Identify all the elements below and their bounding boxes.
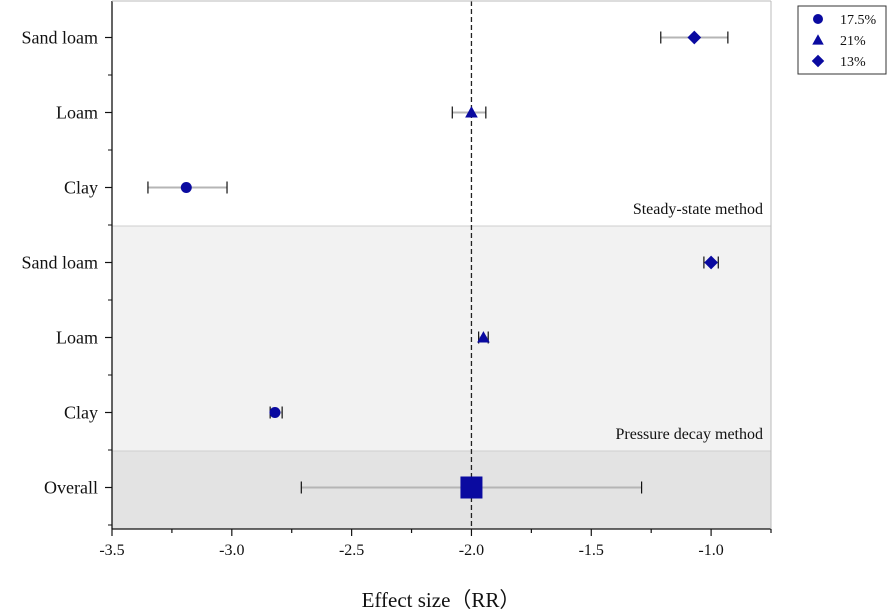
x-tick-label: -3.0 bbox=[219, 542, 244, 559]
x-tick-label: -2.5 bbox=[339, 542, 364, 559]
row-labels: Sand loam Loam Clay Sand loam Loam Clay Overal… bbox=[22, 28, 99, 498]
x-axis-title: Effect size（RR） bbox=[362, 588, 521, 612]
legend-label: 17.5% bbox=[840, 13, 877, 28]
group-label-0: Steady-state method bbox=[633, 201, 763, 218]
group-label-1: Pressure decay method bbox=[615, 426, 763, 443]
marker-triangle-4 bbox=[477, 331, 490, 343]
legend-marker-diamond bbox=[811, 54, 825, 68]
row-label: Clay bbox=[64, 178, 98, 198]
row-label: Loam bbox=[56, 328, 98, 348]
marker-diamond-0 bbox=[687, 30, 702, 45]
group-panel-2 bbox=[112, 451, 771, 529]
legend: 17.5% 21% 13% bbox=[797, 5, 887, 75]
marker-circle-5 bbox=[269, 407, 281, 418]
row-label: Overall bbox=[44, 478, 98, 498]
marker-triangle-1 bbox=[465, 106, 478, 118]
x-tick-label: -1.5 bbox=[579, 542, 604, 559]
row-label: Clay bbox=[64, 403, 98, 423]
legend-box bbox=[797, 5, 887, 75]
x-tick-label: -2.0 bbox=[459, 542, 484, 559]
marker-square-6 bbox=[460, 476, 483, 499]
group-panel-1 bbox=[112, 226, 771, 451]
marker-diamond-3 bbox=[704, 255, 718, 270]
marker-circle-2 bbox=[180, 182, 192, 193]
group-labels: Steady-state method Pressure decay method bbox=[615, 201, 763, 443]
x-tick-labels: -3.5 -3.0 -2.5 -2.0 -1.5 -1.0 bbox=[99, 542, 723, 559]
legend-label: 13% bbox=[840, 55, 866, 70]
row-label: Sand loam bbox=[22, 253, 99, 273]
row-label: Loam bbox=[56, 103, 98, 123]
legend-label: 21% bbox=[840, 34, 866, 49]
group-panel-0 bbox=[112, 1, 771, 226]
legend-marker-triangle bbox=[812, 34, 824, 45]
axes bbox=[105, 0, 772, 536]
panel-backgrounds bbox=[112, 1, 771, 529]
effect-markers bbox=[180, 30, 718, 499]
legend-marker-circle bbox=[813, 14, 823, 24]
x-tick-label: -1.0 bbox=[698, 542, 723, 559]
x-tick-label: -3.5 bbox=[99, 542, 124, 559]
row-label: Sand loam bbox=[22, 28, 99, 48]
